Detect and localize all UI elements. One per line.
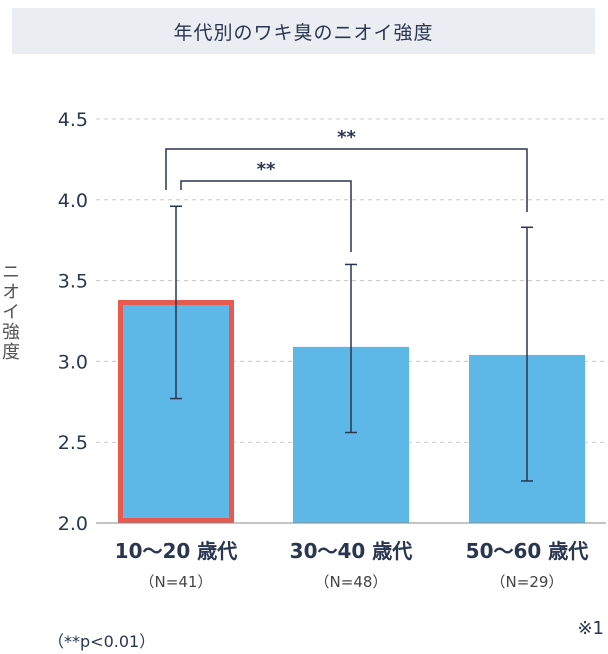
significance-footnote: （**p<0.01） (48, 632, 156, 651)
sample-size-label: （N=29） (491, 573, 564, 591)
significance-label: ** (337, 127, 356, 148)
y-tick-label: 3.5 (58, 271, 88, 293)
y-tick-label: 4.5 (58, 109, 88, 131)
y-tick-label: 4.0 (58, 190, 88, 212)
chart-title: 年代別のワキ臭のニオイ強度 (12, 8, 595, 54)
significance-label: ** (257, 159, 276, 180)
significance-bracket (180, 180, 352, 252)
y-tick-label: 3.0 (58, 351, 88, 373)
y-tick-label: 2.5 (58, 432, 88, 454)
significance-bracket (165, 148, 528, 212)
y-axis-label: ニオイ強度 (0, 262, 20, 362)
y-tick-label: 2.0 (58, 513, 88, 535)
x-category-label: 30〜40 歳代 (290, 539, 413, 563)
x-category-label: 50〜60 歳代 (466, 539, 589, 563)
reference-note: ※1 (577, 618, 604, 639)
sample-size-label: （N=48） (315, 573, 388, 591)
x-category-label: 10〜20 歳代 (115, 539, 238, 563)
sample-size-label: （N=41） (140, 573, 213, 591)
